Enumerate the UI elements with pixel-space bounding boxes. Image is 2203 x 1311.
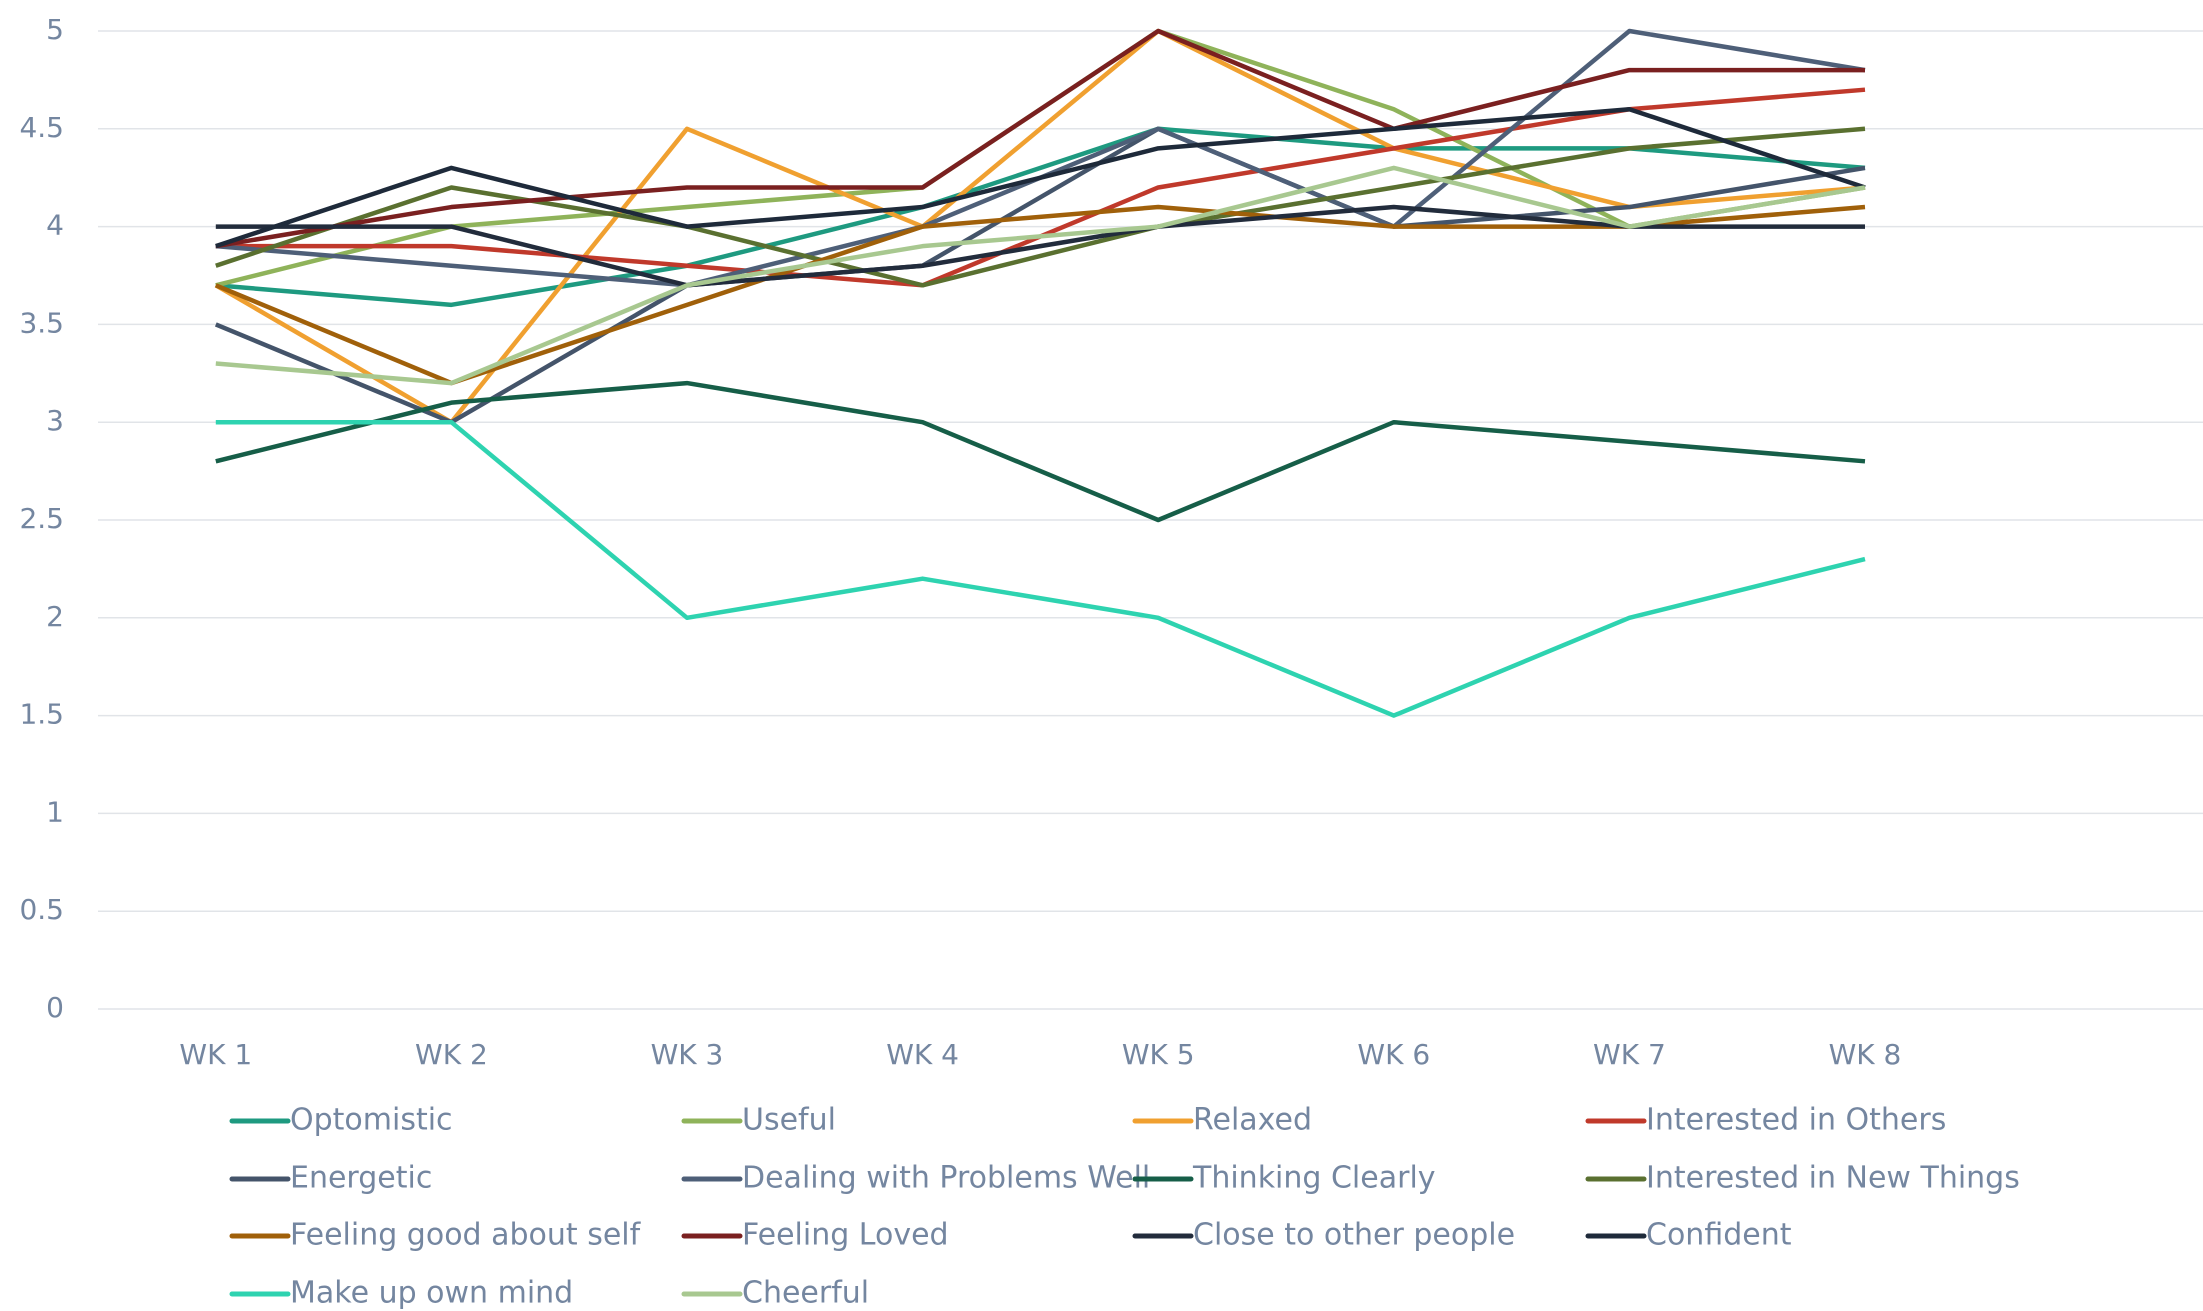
x-tick-label: WK 8 <box>1829 1038 1902 1071</box>
legend-label: Energetic <box>290 1161 432 1196</box>
y-tick-label: 4 <box>46 209 64 242</box>
y-tick-label: 2.5 <box>19 502 64 535</box>
series-line <box>214 204 1866 386</box>
legend-label: Feeling good about self <box>290 1218 642 1253</box>
series-line <box>215 165 1866 386</box>
series-line <box>215 126 1866 308</box>
series-line <box>215 126 1866 288</box>
x-tick-label: WK 3 <box>651 1038 724 1071</box>
y-tick-label: 0.5 <box>19 893 64 926</box>
series-line <box>215 28 1865 249</box>
series-line <box>214 28 1866 425</box>
legend-label: Close to other people <box>1193 1218 1515 1253</box>
x-tick-label: WK 4 <box>886 1038 959 1071</box>
x-tick-label: WK 1 <box>179 1038 252 1071</box>
legend-label: Interested in Others <box>1646 1103 1946 1138</box>
y-tick-label: 1.5 <box>19 698 64 731</box>
y-tick-label: 2 <box>46 600 64 633</box>
x-tick-label: WK 2 <box>415 1038 488 1071</box>
y-tick-label: 5 <box>46 13 64 46</box>
legend-label: Interested in New Things <box>1646 1161 2020 1196</box>
legend-label: Relaxed <box>1193 1103 1312 1138</box>
y-tick-label: 3 <box>46 404 64 437</box>
series-line <box>215 419 1866 718</box>
y-tick-label: 3.5 <box>19 306 64 339</box>
legend-label: Thinking Clearly <box>1192 1161 1436 1196</box>
series-line <box>215 380 1866 523</box>
y-tick-label: 1 <box>46 795 64 828</box>
series-line <box>215 106 1866 249</box>
legend-label: Confident <box>1646 1218 1792 1253</box>
legend-label: Feeling Loved <box>742 1218 949 1253</box>
legend-label: Useful <box>742 1103 836 1138</box>
legend-label: Dealing with Problems Well <box>742 1161 1150 1196</box>
x-tick-label: WK 6 <box>1357 1038 1430 1071</box>
legend-label: Optomistic <box>290 1103 453 1138</box>
series-line <box>215 204 1865 288</box>
y-tick-label: 4.5 <box>19 111 64 144</box>
x-tick-label: WK 5 <box>1122 1038 1195 1071</box>
legend-label: Cheerful <box>742 1276 869 1311</box>
legend-label: Make up own mind <box>290 1276 573 1311</box>
x-tick-label: WK 7 <box>1593 1038 1666 1071</box>
y-tick-label: 0 <box>46 991 64 1024</box>
